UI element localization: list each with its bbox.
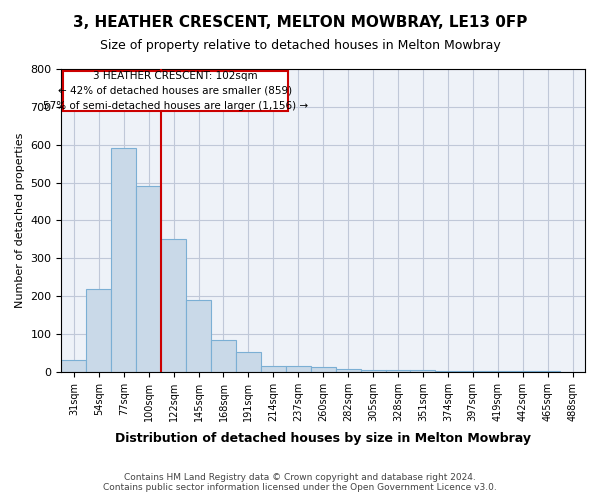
Bar bbox=[86, 288, 111, 372]
Text: Size of property relative to detached houses in Melton Mowbray: Size of property relative to detached ho… bbox=[100, 39, 500, 52]
Bar bbox=[436, 370, 460, 372]
Text: 3, HEATHER CRESCENT, MELTON MOWBRAY, LE13 0FP: 3, HEATHER CRESCENT, MELTON MOWBRAY, LE1… bbox=[73, 15, 527, 30]
Bar bbox=[61, 360, 86, 372]
Bar bbox=[361, 370, 386, 372]
Bar bbox=[335, 369, 361, 372]
Text: Contains HM Land Registry data © Crown copyright and database right 2024.
Contai: Contains HM Land Registry data © Crown c… bbox=[103, 473, 497, 492]
Bar bbox=[261, 366, 286, 372]
Bar bbox=[386, 370, 410, 372]
Bar bbox=[111, 148, 136, 372]
Bar bbox=[286, 366, 311, 372]
Bar bbox=[136, 186, 161, 372]
Y-axis label: Number of detached properties: Number of detached properties bbox=[15, 132, 25, 308]
Bar bbox=[410, 370, 436, 372]
Bar bbox=[186, 300, 211, 372]
Bar bbox=[161, 240, 186, 372]
Text: 3 HEATHER CRESCENT: 102sqm
← 42% of detached houses are smaller (859)
57% of sem: 3 HEATHER CRESCENT: 102sqm ← 42% of deta… bbox=[43, 71, 308, 110]
FancyBboxPatch shape bbox=[62, 71, 288, 110]
X-axis label: Distribution of detached houses by size in Melton Mowbray: Distribution of detached houses by size … bbox=[115, 432, 531, 445]
Bar bbox=[211, 340, 236, 372]
Bar bbox=[236, 352, 261, 372]
Bar bbox=[311, 367, 335, 372]
